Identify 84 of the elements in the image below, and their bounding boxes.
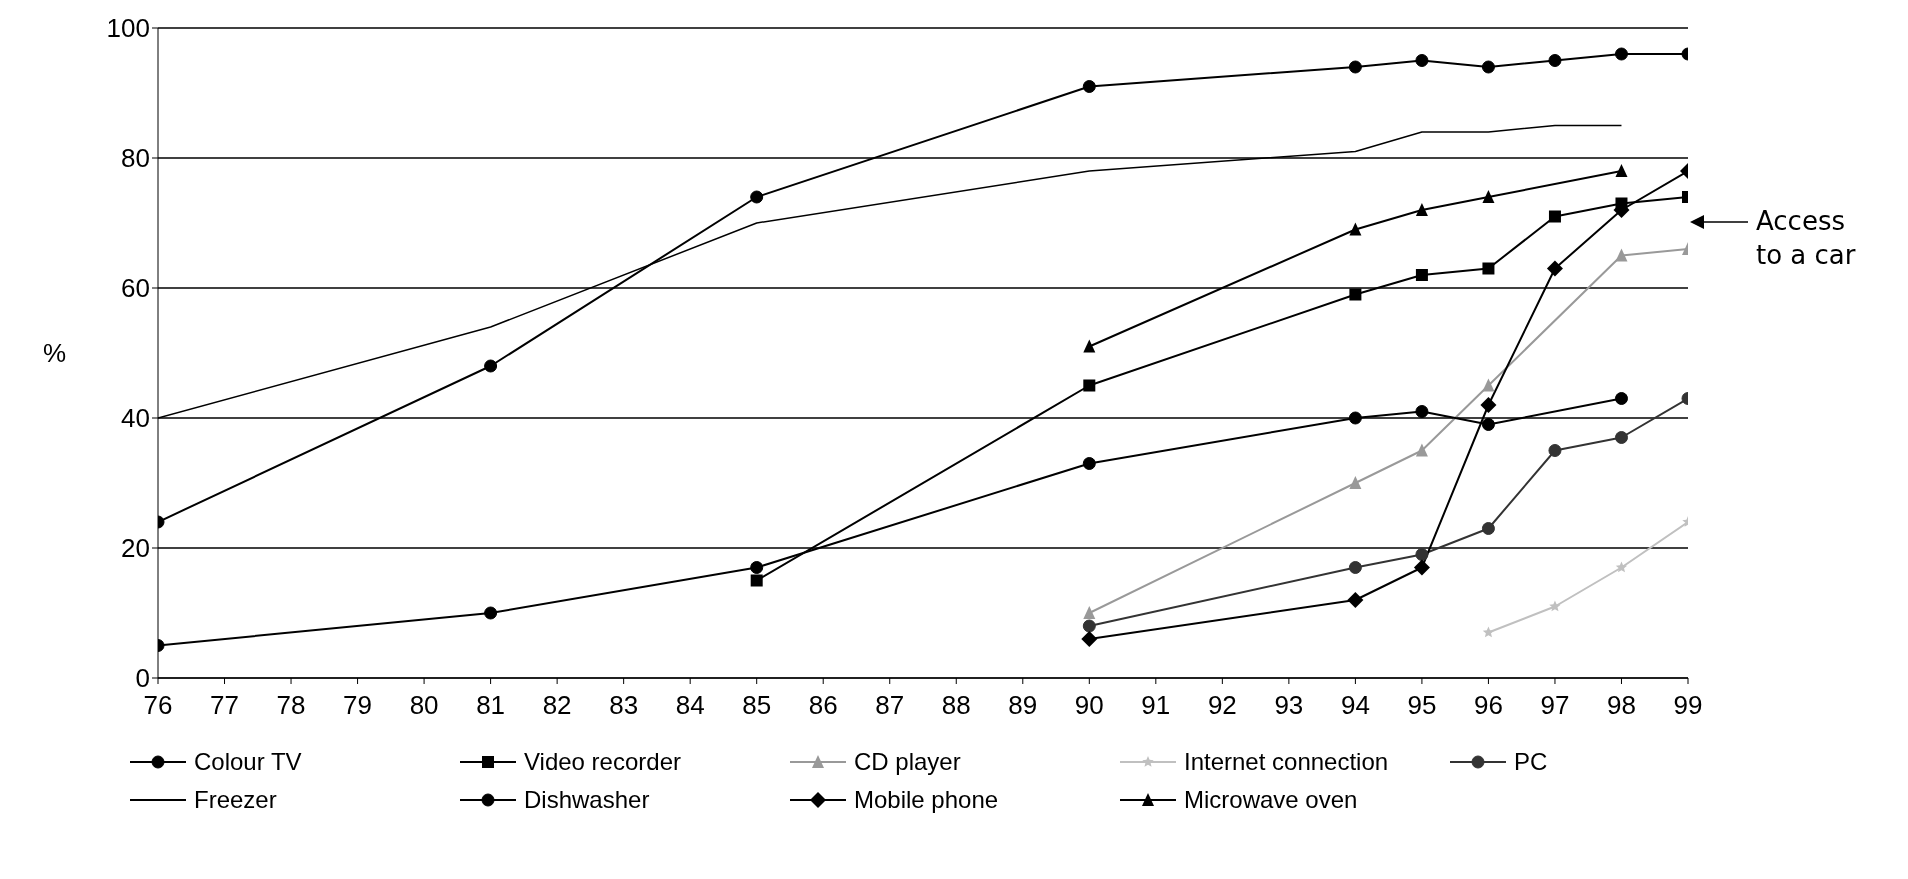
x-tick-label: 81 — [476, 690, 506, 721]
x-tick-label: 89 — [1008, 690, 1038, 721]
point — [1082, 619, 1096, 633]
x-tick-label: 90 — [1074, 690, 1104, 721]
point — [1548, 54, 1562, 67]
legend-label: Dishwasher — [524, 786, 650, 814]
point — [1348, 561, 1362, 574]
point — [1482, 626, 1495, 638]
point — [1348, 411, 1362, 425]
point — [1548, 444, 1562, 457]
legend-label: Video recorder — [524, 748, 681, 776]
y-tick-label: 100 — [106, 13, 150, 44]
point — [1349, 476, 1362, 489]
legend-label: CD player — [854, 748, 961, 776]
x-tick-label: 99 — [1673, 690, 1703, 721]
legend-label: PC — [1514, 748, 1548, 776]
point — [1549, 600, 1561, 612]
y-tick-label: 80 — [121, 143, 150, 174]
x-tick-label: 94 — [1340, 690, 1370, 721]
point — [1481, 418, 1495, 431]
x-tick-label: 78 — [276, 690, 306, 721]
point — [1482, 262, 1495, 275]
y-axis-title: % — [43, 338, 67, 369]
x-tick-label: 83 — [609, 690, 639, 721]
legend-label: Mobile phone — [854, 786, 999, 814]
point — [1415, 548, 1429, 561]
x-tick-label: 92 — [1207, 690, 1237, 721]
point — [1482, 378, 1495, 392]
x-tick-label: 87 — [875, 690, 905, 721]
point — [1614, 431, 1628, 444]
point — [1348, 60, 1362, 74]
x-tick-label: 84 — [675, 690, 705, 721]
point — [750, 190, 764, 204]
point — [484, 606, 498, 620]
legend-label: Freezer — [194, 786, 277, 814]
legend-label: Colour TV — [194, 748, 302, 776]
x-tick-label: 88 — [941, 690, 971, 721]
point — [1413, 559, 1430, 576]
point — [1415, 405, 1429, 418]
point — [1081, 631, 1098, 647]
x-tick-label: 79 — [343, 690, 373, 721]
point — [1546, 260, 1563, 277]
point — [1415, 203, 1428, 216]
point — [1083, 339, 1096, 353]
legend-label: Microwave oven — [1184, 786, 1358, 814]
x-tick-label: 82 — [542, 690, 572, 721]
point — [1349, 288, 1362, 301]
point — [1615, 164, 1628, 177]
x-tick-label: 80 — [409, 690, 439, 721]
x-tick-label: 96 — [1473, 690, 1503, 721]
x-tick-label: 86 — [808, 690, 838, 721]
point — [1614, 47, 1628, 61]
x-tick-label: 91 — [1141, 690, 1171, 721]
point — [1615, 248, 1628, 262]
x-tick-label: 85 — [742, 690, 772, 721]
point — [1083, 379, 1096, 392]
point — [1482, 190, 1495, 203]
point — [1480, 397, 1497, 413]
point — [1415, 54, 1429, 67]
x-tick-label: 98 — [1607, 690, 1636, 721]
point — [1083, 606, 1096, 619]
point — [1614, 392, 1628, 405]
point — [484, 359, 498, 373]
point — [1615, 561, 1628, 573]
y-tick-label: 60 — [121, 273, 150, 304]
point — [1481, 522, 1495, 535]
point — [750, 561, 764, 574]
x-tick-label: 95 — [1407, 690, 1437, 721]
point — [1548, 210, 1561, 223]
point — [1415, 269, 1428, 281]
point — [1415, 443, 1428, 457]
y-tick-label: 40 — [121, 403, 150, 434]
text: Access to a car — [1756, 205, 1856, 272]
point — [1347, 592, 1364, 608]
x-tick-label: 97 — [1540, 690, 1570, 721]
point — [1349, 222, 1362, 236]
point — [1082, 80, 1096, 93]
point — [1481, 60, 1495, 74]
y-tick-label: 20 — [121, 533, 150, 564]
point — [1082, 457, 1096, 470]
legend-label: Internet connection — [1184, 748, 1389, 776]
x-tick-label: 77 — [210, 690, 239, 721]
x-tick-label: 93 — [1274, 690, 1304, 721]
point — [750, 574, 763, 587]
